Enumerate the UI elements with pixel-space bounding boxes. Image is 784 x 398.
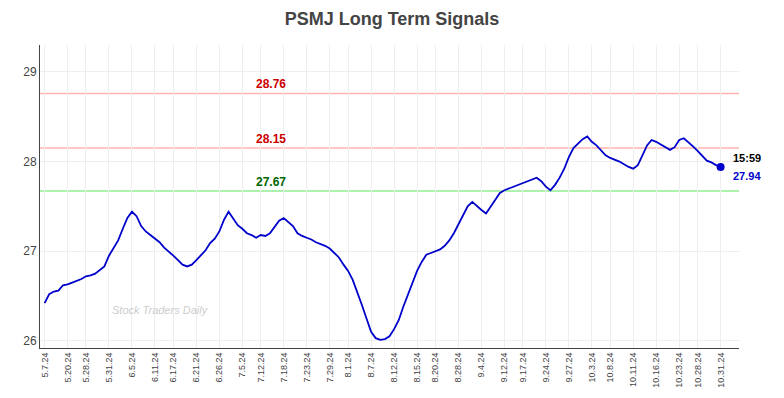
svg-text:10.3.24: 10.3.24 (587, 353, 597, 383)
svg-text:28.76: 28.76 (256, 77, 286, 91)
svg-text:27.94: 27.94 (733, 170, 761, 182)
svg-text:27.67: 27.67 (256, 175, 286, 189)
svg-text:6.26.24: 6.26.24 (214, 353, 224, 383)
svg-text:5.31.24: 5.31.24 (104, 353, 114, 383)
svg-text:10.23.24: 10.23.24 (674, 353, 684, 388)
svg-text:10.16.24: 10.16.24 (651, 353, 661, 388)
svg-text:29: 29 (23, 65, 37, 79)
svg-text:27: 27 (23, 244, 37, 258)
svg-text:8.20.24: 8.20.24 (430, 353, 440, 383)
svg-text:9.27.24: 9.27.24 (564, 353, 574, 383)
svg-text:7.12.24: 7.12.24 (256, 353, 266, 383)
svg-text:7.18.24: 7.18.24 (279, 353, 289, 383)
svg-text:9.17.24: 9.17.24 (518, 353, 528, 383)
svg-text:6.11.24: 6.11.24 (150, 353, 160, 382)
svg-text:9.24.24: 9.24.24 (541, 353, 551, 383)
svg-text:10.11.24: 10.11.24 (628, 353, 638, 387)
svg-text:10.31.24: 10.31.24 (716, 353, 726, 388)
svg-text:15:59: 15:59 (733, 152, 761, 164)
svg-text:28.15: 28.15 (256, 132, 286, 146)
svg-text:8.15.24: 8.15.24 (412, 353, 422, 383)
svg-text:5.20.24: 5.20.24 (63, 353, 73, 383)
svg-text:5.7.24: 5.7.24 (40, 353, 50, 378)
svg-text:10.8.24: 10.8.24 (605, 353, 615, 383)
svg-text:6.17.24: 6.17.24 (168, 353, 178, 383)
svg-text:7.5.24: 7.5.24 (237, 353, 247, 378)
svg-text:8.12.24: 8.12.24 (389, 353, 399, 383)
svg-text:8.28.24: 8.28.24 (453, 353, 463, 383)
svg-text:26: 26 (23, 334, 37, 348)
svg-text:7.23.24: 7.23.24 (302, 353, 312, 383)
svg-text:6.21.24: 6.21.24 (191, 353, 201, 383)
svg-text:10.28.24: 10.28.24 (693, 353, 703, 388)
svg-text:9.12.24: 9.12.24 (499, 353, 509, 383)
svg-text:Stock Traders Daily: Stock Traders Daily (112, 304, 209, 316)
svg-text:5.28.24: 5.28.24 (81, 353, 91, 383)
svg-text:PSMJ Long Term Signals: PSMJ Long Term Signals (285, 9, 500, 29)
svg-text:28: 28 (23, 155, 37, 169)
svg-text:8.7.24: 8.7.24 (366, 353, 376, 378)
svg-text:7.29.24: 7.29.24 (325, 353, 335, 383)
svg-text:6.5.24: 6.5.24 (127, 353, 137, 378)
svg-text:8.1.24: 8.1.24 (343, 353, 353, 378)
svg-text:9.4.24: 9.4.24 (476, 353, 486, 378)
